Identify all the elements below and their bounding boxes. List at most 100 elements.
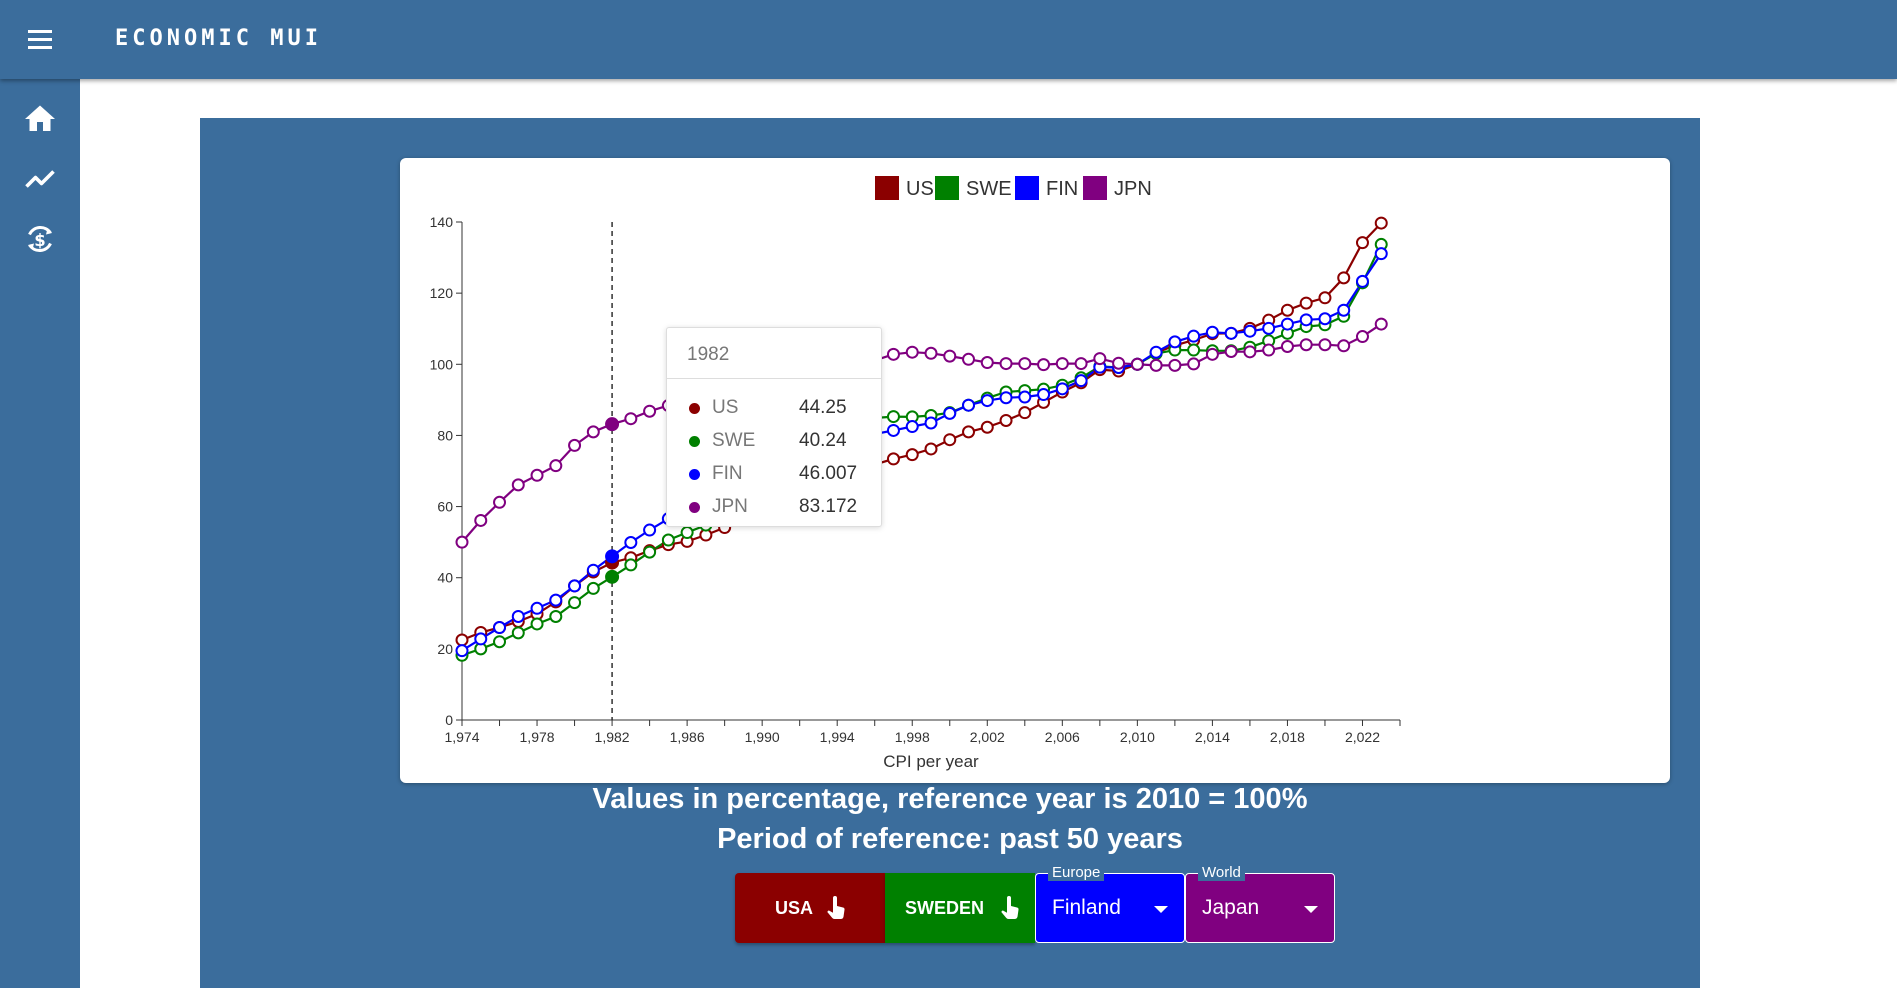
data-point-jpn (1093, 352, 1107, 366)
europe-select-value: Finland (1052, 896, 1121, 919)
data-point-jpn (643, 404, 657, 418)
tooltip-value: 83.172 (799, 496, 858, 517)
tooltip-dot-swe (689, 436, 700, 447)
tooltip-row: JPN 83.172 (667, 488, 881, 521)
caption-period: Period of reference: past 50 years (717, 823, 1183, 855)
data-point-us (1374, 216, 1388, 230)
data-point-swe (680, 526, 694, 540)
trending-icon[interactable] (22, 161, 58, 197)
europe-select[interactable]: Europe Finland (1035, 864, 1185, 943)
chart-card: US SWE FIN JPN 0 20 40 60 80 100 120 140 1,974 1,978 1… (400, 158, 1670, 783)
data-point-swe (1187, 343, 1201, 357)
data-point-fin (943, 406, 957, 420)
data-point-swe (886, 410, 900, 424)
series-line-swe (461, 243, 1383, 657)
data-point-jpn (1262, 343, 1276, 357)
tooltip-row: FIN 46.007 (667, 455, 881, 488)
data-point-fin (962, 398, 976, 412)
y-tick-label: 40 (437, 570, 453, 586)
data-point-jpn (493, 495, 507, 509)
world-select[interactable]: World Japan (1185, 864, 1335, 943)
data-point-us (962, 425, 976, 439)
data-point-us (1299, 296, 1313, 310)
data-point-us (1355, 236, 1369, 250)
menu-icon[interactable] (20, 22, 60, 56)
data-point-fin (1318, 312, 1332, 326)
cpi-line-chart[interactable]: US SWE FIN JPN 0 20 40 60 80 100 120 140 1,974 1,978 1… (400, 158, 1670, 783)
data-point-swe (549, 609, 563, 623)
data-point-fin (1262, 321, 1276, 335)
tooltip-value: 40.24 (799, 430, 847, 451)
data-point-us (980, 420, 994, 434)
data-point-jpn (1205, 347, 1219, 361)
currency-exchange-icon[interactable]: $ (22, 221, 58, 257)
data-point-us (943, 433, 957, 447)
svg-text:$: $ (34, 231, 45, 250)
legend-swatch (1083, 176, 1107, 200)
x-tick-label: 1,978 (520, 729, 555, 745)
data-point-swe (530, 617, 544, 631)
data-point-jpn (586, 425, 600, 439)
data-point-jpn (1130, 357, 1144, 371)
data-point-swe (586, 581, 600, 595)
y-tick-label: 20 (437, 641, 453, 657)
data-point-fin (568, 579, 582, 593)
usa-button[interactable]: USA (735, 873, 885, 943)
sweden-button[interactable]: SWEDEN (885, 873, 1035, 943)
y-tick-label: 0 (445, 712, 453, 728)
sidebar: $ (0, 79, 80, 988)
app-bar: ECONOMIC MUI (0, 0, 1897, 79)
data-point-fin (1205, 325, 1219, 339)
x-tick-label: 2,022 (1345, 729, 1380, 745)
data-point-jpn (455, 535, 469, 549)
tooltip-dot-fin (689, 469, 700, 480)
data-point-fin (1337, 303, 1351, 317)
data-point-fin (511, 609, 525, 623)
data-point-fin (886, 423, 900, 437)
legend-label: SWE (966, 178, 1012, 200)
x-tick-label: 2,002 (970, 729, 1005, 745)
chart-tooltip: 1982 US 44.25 SWE 40.24 FIN 46.007 (666, 327, 882, 527)
data-point-fin (530, 601, 544, 615)
data-point-jpn (943, 349, 957, 363)
data-point-fin (605, 549, 620, 564)
world-select-legend: World (1198, 864, 1245, 881)
data-point-us (455, 633, 469, 647)
data-point-fin (1243, 324, 1257, 338)
legend-swatch (1015, 176, 1039, 200)
data-point-swe (643, 545, 657, 559)
home-icon[interactable] (22, 101, 58, 137)
tooltip-value: 46.007 (799, 463, 858, 484)
data-point-fin (474, 632, 488, 646)
tooltip-row: US 44.25 (667, 389, 881, 422)
data-point-us (1018, 406, 1032, 420)
data-point-jpn (1074, 357, 1088, 371)
data-point-jpn (1168, 358, 1182, 372)
caption-reference-year: Values in percentage, reference year is … (592, 783, 1308, 815)
x-tick-label: 1,986 (670, 729, 705, 745)
x-tick-label: 2,018 (1270, 729, 1305, 745)
app-title: ECONOMIC MUI (115, 26, 322, 51)
data-point-swe (568, 596, 582, 610)
data-point-jpn (1355, 330, 1369, 344)
data-point-jpn (1224, 344, 1238, 358)
data-point-jpn (1112, 356, 1126, 370)
data-point-fin (999, 391, 1013, 405)
data-point-fin (905, 420, 919, 434)
x-tick-label: 1,994 (820, 729, 855, 745)
data-point-jpn (999, 357, 1013, 371)
data-point-jpn (549, 459, 563, 473)
legend-label: FIN (1046, 178, 1078, 200)
data-point-fin (1074, 374, 1088, 388)
data-point-fin (549, 593, 563, 607)
series-line-jpn (461, 323, 1382, 543)
data-point-fin (1280, 317, 1294, 331)
x-tick-label: 1,982 (595, 729, 630, 745)
dropdown-arrow-icon (1154, 906, 1168, 913)
data-point-swe (661, 533, 675, 547)
data-point-fin (1037, 388, 1051, 402)
data-point-jpn (1149, 358, 1163, 372)
y-tick-label: 100 (430, 356, 454, 372)
data-point-fin (1374, 247, 1388, 261)
usa-button-label: USA (775, 898, 814, 918)
